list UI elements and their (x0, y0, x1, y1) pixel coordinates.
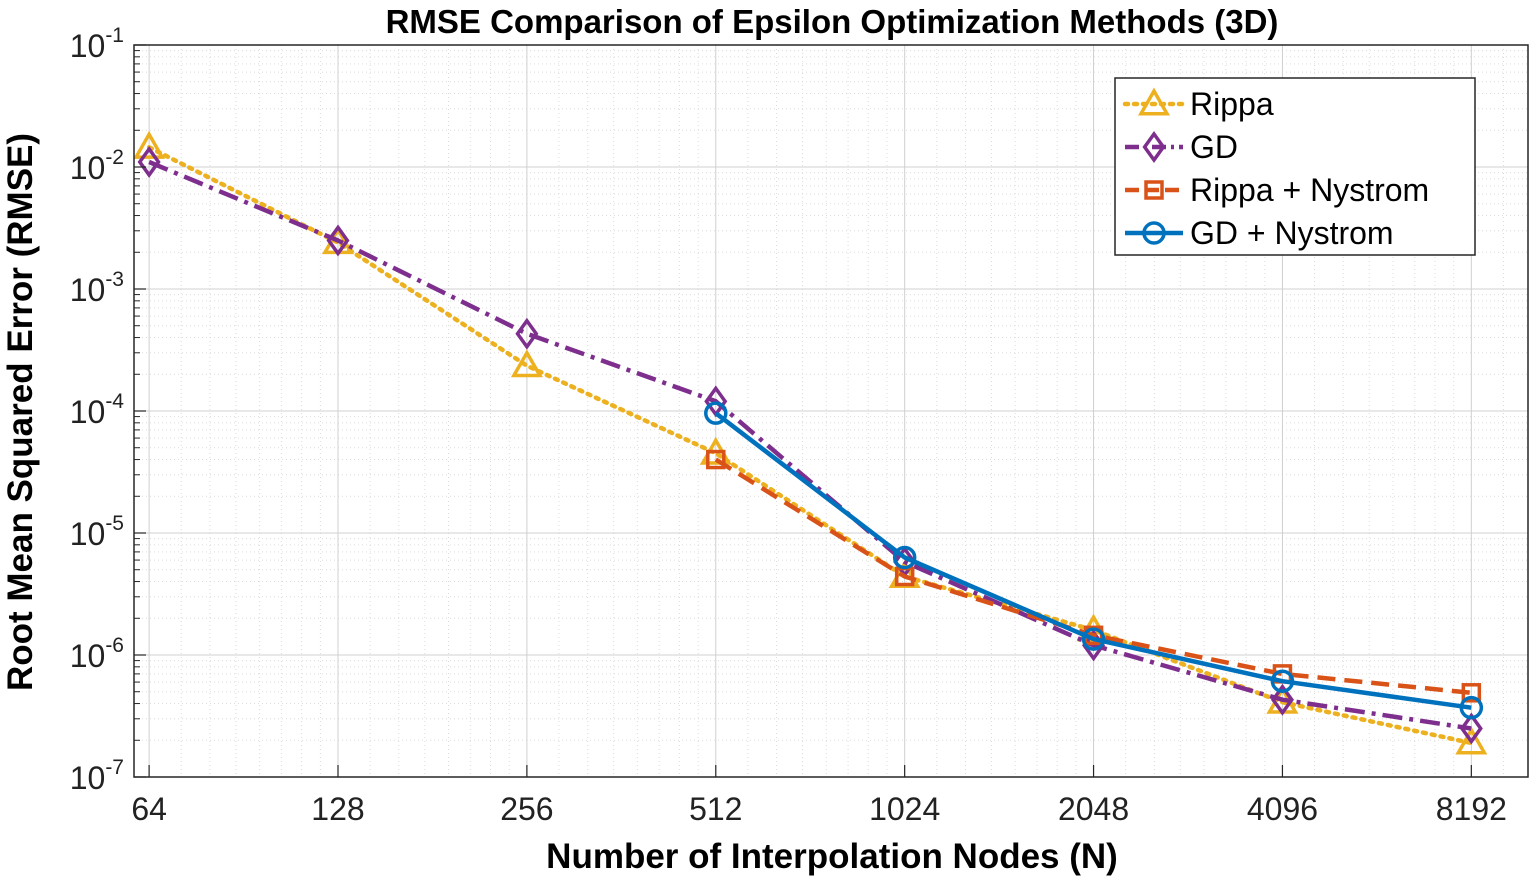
data-point-diamond (1459, 712, 1483, 745)
series-line (714, 457, 1472, 696)
y-tick-label: 10-5 (70, 512, 124, 552)
axis-ticks (134, 44, 1472, 778)
chart-title: RMSE Comparison of Epsilon Optimization … (386, 3, 1279, 40)
legend-marker-circle (1142, 221, 1166, 245)
legend-box (1114, 77, 1476, 256)
legend-label: GD (1190, 129, 1238, 165)
series-layer (133, 130, 1488, 755)
data-point-diamond (326, 224, 350, 257)
legend-item: Rippa (1122, 86, 1274, 122)
x-axis-label: Number of Interpolation Nodes (N) (546, 837, 1118, 876)
y-tick-label: 10-6 (70, 634, 124, 674)
data-point-diamond (515, 317, 539, 350)
data-point-circle (704, 401, 728, 425)
data-point-circle (1270, 669, 1295, 693)
data-point-triangle (1455, 726, 1488, 755)
legend-label: Rippa + Nystrom (1190, 172, 1429, 208)
legend: Rippa GD Rippa + Nystrom GD + Nystrom (1114, 77, 1476, 256)
x-tick-labels: 64 128 256 512 1024 2048 4096 8192 (131, 791, 1507, 827)
legend-label: GD + Nystrom (1190, 215, 1394, 251)
minor-grid (134, 45, 1528, 777)
data-point-square (706, 449, 726, 470)
y-tick-label: 10-7 (70, 756, 124, 796)
x-tick-label: 128 (311, 791, 364, 827)
x-tick-label: 512 (689, 791, 742, 827)
y-tick-label: 10-4 (70, 390, 125, 430)
x-tick-label: 2048 (1058, 791, 1129, 827)
y-axis-label: Root Mean Squared Error (RMSE) (1, 133, 40, 691)
data-point-triangle (510, 349, 543, 378)
data-point-diamond (137, 145, 161, 178)
series-gd-nystrom (704, 401, 1484, 720)
y-tick-label: 10-3 (70, 268, 124, 308)
x-tick-label: 1024 (869, 791, 940, 827)
legend-item: GD + Nystrom (1125, 215, 1394, 251)
series-gd (137, 145, 1483, 745)
x-tick-label: 4096 (1247, 791, 1318, 827)
legend-marker-triangle (1137, 87, 1171, 116)
x-tick-label: 8192 (1436, 791, 1507, 827)
series-line (148, 159, 1472, 731)
data-point-circle (1459, 695, 1484, 720)
legend-item: Rippa + Nystrom (1125, 172, 1429, 208)
y-tick-label: 10-1 (70, 24, 124, 64)
x-tick-label: 256 (500, 791, 553, 827)
legend-label: Rippa (1190, 86, 1274, 122)
y-tick-labels: 10-7 10-6 10-5 10-4 10-3 10-2 10-1 (70, 24, 125, 796)
series-line (714, 411, 1472, 710)
legend-item: GD (1125, 129, 1238, 165)
data-point-diamond (1270, 683, 1294, 716)
data-point-square (1461, 683, 1482, 703)
data-point-circle (1081, 627, 1106, 651)
legend-marker-square (1144, 180, 1164, 200)
data-point-triangle (133, 130, 166, 159)
x-tick-label: 64 (131, 791, 167, 827)
legend-marker-diamond (1142, 131, 1166, 163)
data-point-circle (892, 545, 917, 570)
y-tick-label: 10-2 (70, 146, 124, 186)
